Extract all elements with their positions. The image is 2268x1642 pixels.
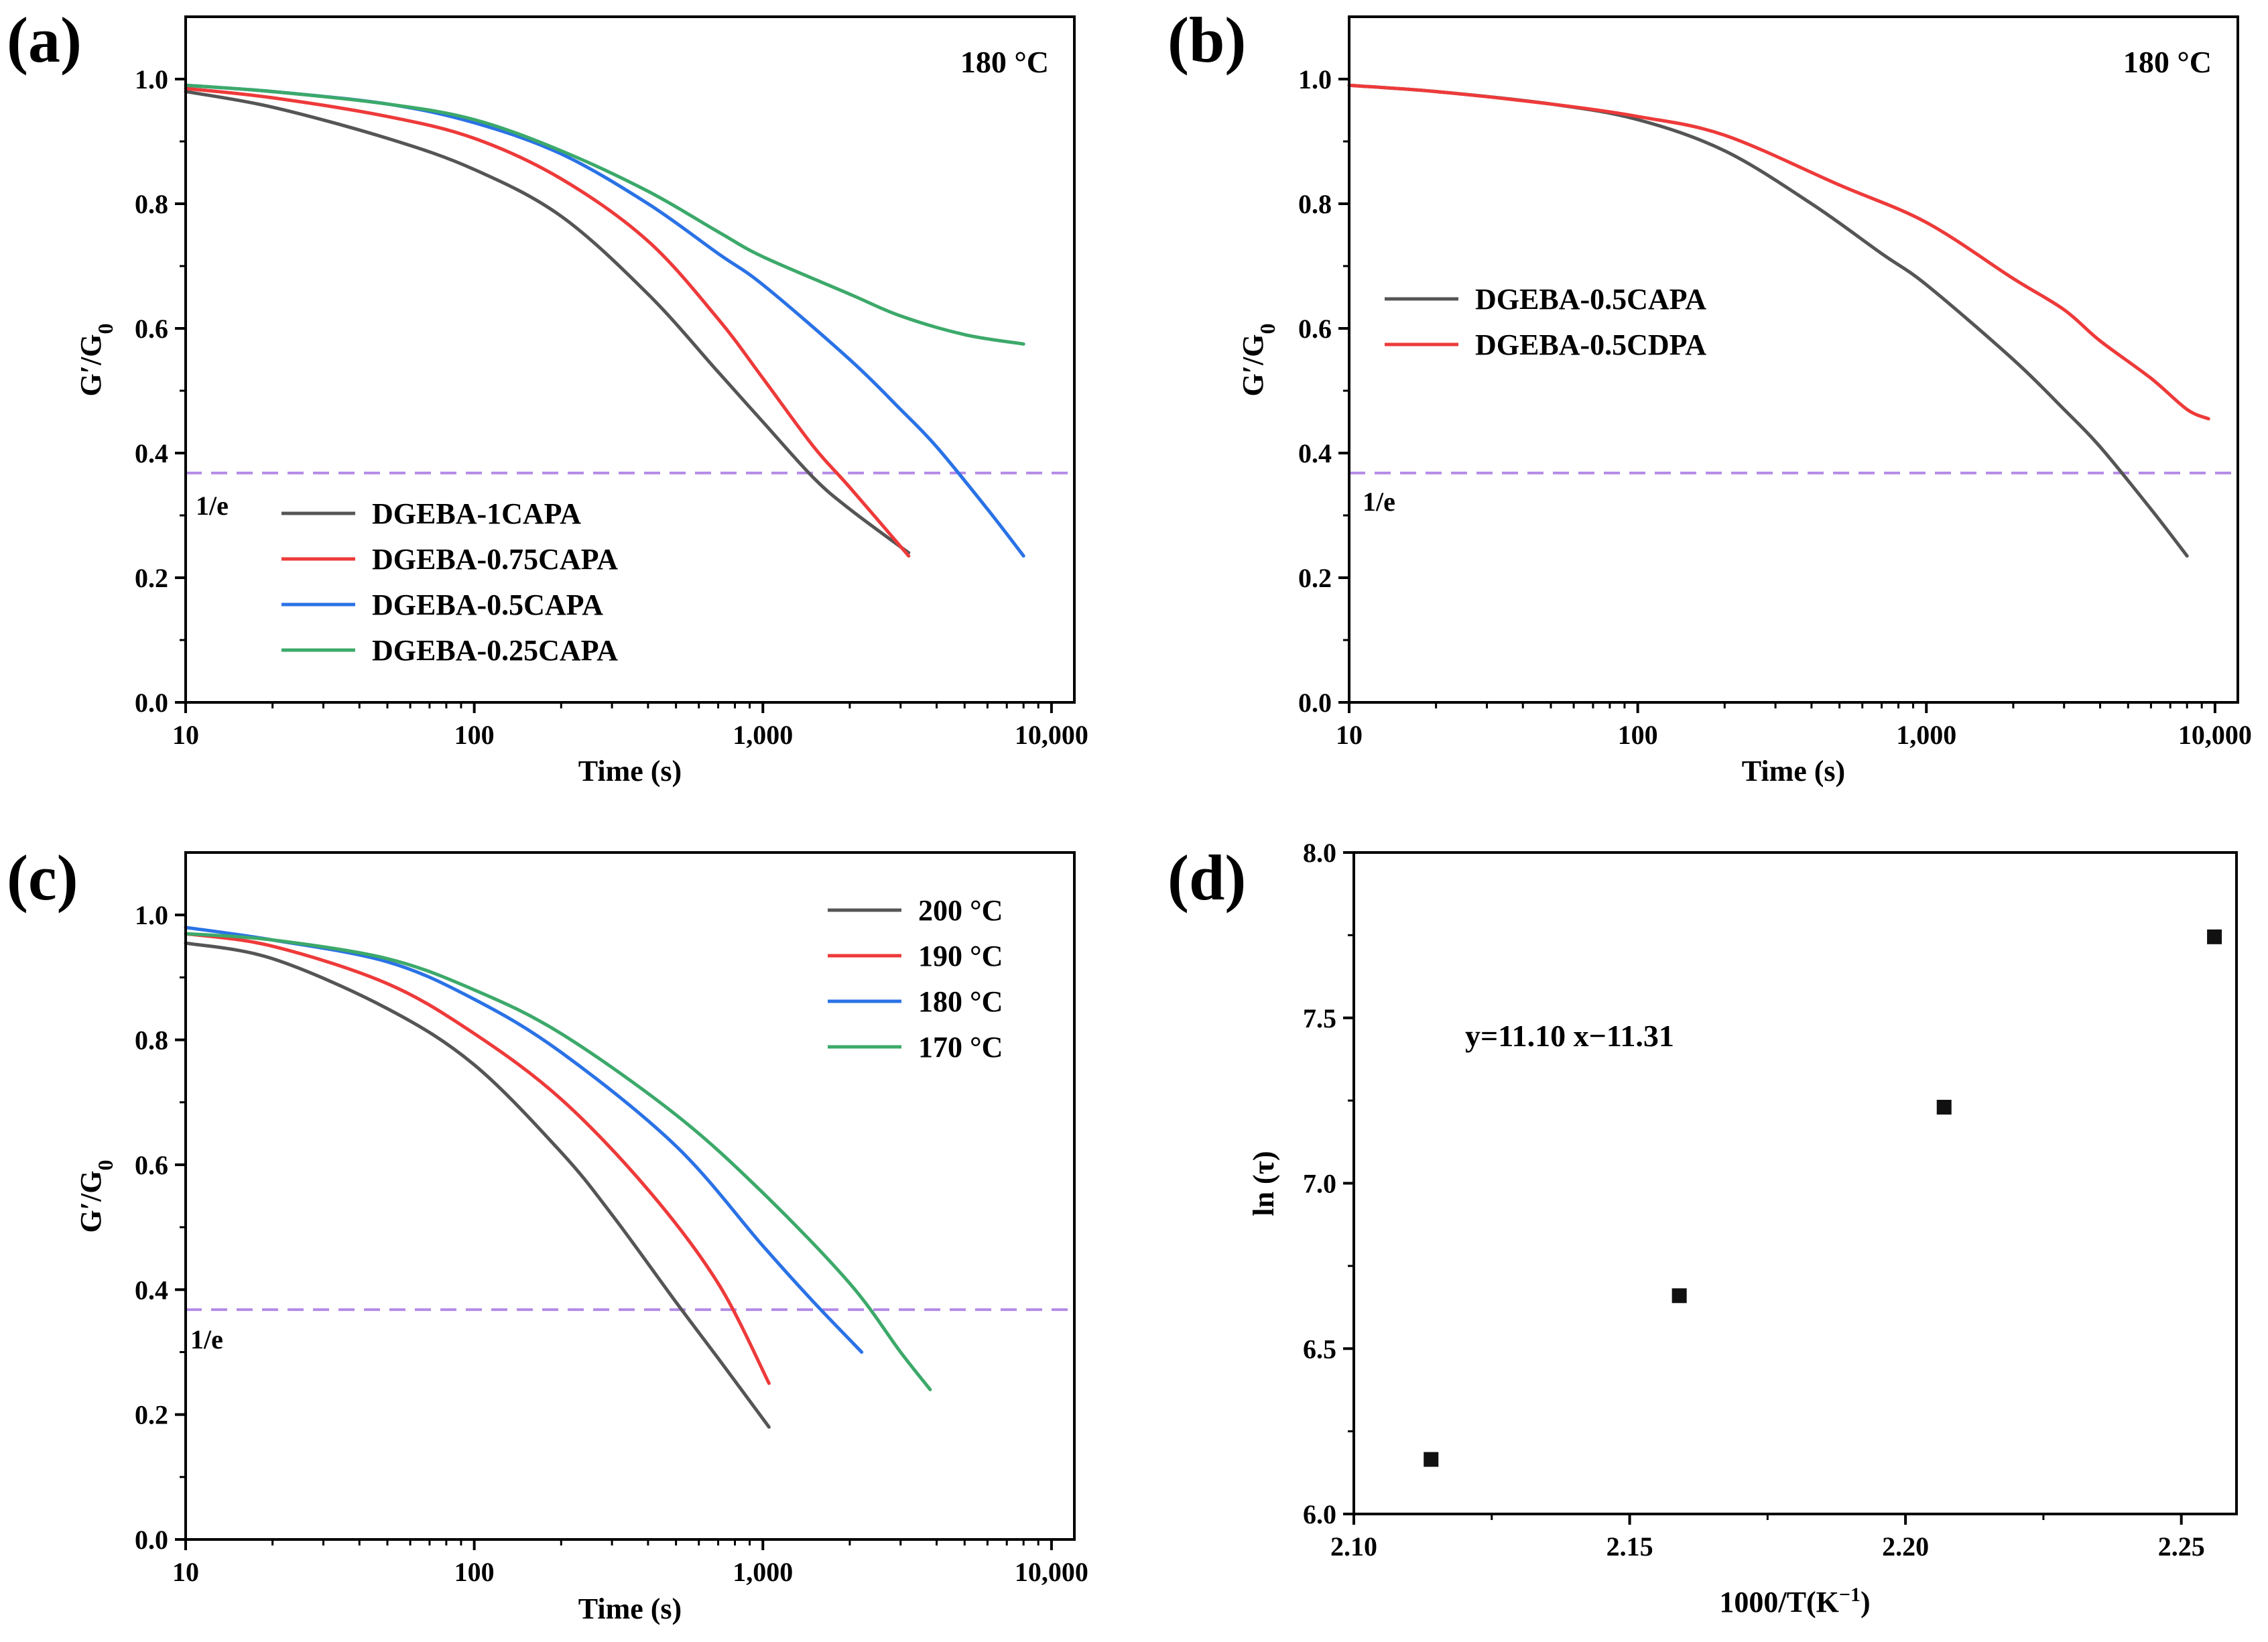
legend-label: DGEBA-0.5CAPA — [372, 588, 603, 621]
x-tick-label: 10 — [1336, 720, 1363, 750]
y-tick-label: 0.8 — [135, 1025, 168, 1056]
legend-label: DGEBA-0.5CDPA — [1475, 328, 1706, 361]
fit-equation: y=11.10 x−11.31 — [1465, 1019, 1674, 1053]
x-axis-title: Time (s) — [1742, 755, 1845, 787]
panel-label: (d) — [1168, 842, 1246, 913]
panel-label: (c) — [7, 842, 78, 913]
panel-a: (a) 10 100 1,000 10,000 0.0 0.2 0.4 0.6 0.8 1.0 1… — [7, 4, 1088, 787]
series-line — [184, 83, 1025, 558]
y-tick-label: 1.0 — [1298, 64, 1332, 94]
series-line — [184, 926, 864, 1354]
data-point — [1936, 1099, 1952, 1115]
y-tick-label: 0.6 — [1298, 314, 1332, 344]
series-line — [184, 932, 932, 1391]
x-tick-label: 1,000 — [733, 720, 793, 750]
y-axis-title: ln (τ) — [1247, 1151, 1280, 1216]
y-tick-label: 0.4 — [1298, 438, 1332, 468]
panel-label: (b) — [1168, 4, 1246, 76]
series-line — [184, 83, 1025, 346]
plot-frame — [1348, 15, 2239, 704]
y-axis-title: G′/G0 — [74, 1159, 117, 1233]
y-tick-label: 6.5 — [1303, 1334, 1336, 1364]
y-tick-label: 0.4 — [135, 1275, 168, 1305]
legend-label: 170 °C — [918, 1031, 1003, 1064]
legend-label: DGEBA-1CAPA — [372, 497, 581, 530]
x-tick-label: 2.25 — [2158, 1531, 2205, 1562]
x-tick-label: 100 — [454, 720, 495, 750]
x-axis-title: 1000/T(K−1) — [1719, 1584, 1870, 1619]
temperature-annotation: 180 °C — [2123, 45, 2212, 79]
data-point — [2207, 929, 2222, 944]
y-tick-label: 0.8 — [135, 189, 168, 219]
legend-label: 190 °C — [918, 940, 1003, 972]
data-point — [1424, 1452, 1439, 1467]
y-tick-label: 0.2 — [135, 563, 168, 593]
y-tick-label: 0.6 — [135, 1150, 168, 1180]
x-tick-label: 100 — [454, 1557, 495, 1587]
y-tick-label: 0.0 — [1298, 688, 1332, 718]
panel-c: (c) 10 100 1,000 10,000 0.0 0.2 0.4 0.6 0.8 1.0 1… — [7, 842, 1088, 1625]
y-tick-label: 7.0 — [1303, 1169, 1336, 1199]
reference-line-label: 1/e — [196, 491, 229, 521]
reference-line-label: 1/e — [1363, 487, 1395, 517]
series-line — [184, 932, 771, 1385]
y-tick-label: 0.0 — [135, 688, 168, 718]
x-tick-label: 1,000 — [1896, 720, 1956, 750]
legend-label: 200 °C — [918, 894, 1003, 927]
y-tick-label: 7.5 — [1303, 1003, 1336, 1033]
series-line — [184, 90, 911, 555]
y-tick-label: 1.0 — [135, 900, 168, 930]
x-axis-title: Time (s) — [578, 1592, 682, 1625]
x-tick-label: 100 — [1618, 720, 1658, 750]
y-tick-label: 0.4 — [135, 438, 168, 468]
panel-d: (d) 2.10 2.15 2.20 2.25 6.0 6.5 7.0 7.5 8.0 y=11… — [1168, 838, 2238, 1619]
legend-label: DGEBA-0.5CAPA — [1475, 283, 1706, 316]
y-tick-label: 0.2 — [1298, 563, 1332, 593]
plot-frame — [1352, 851, 2238, 1515]
y-axis-title: G′/G0 — [74, 323, 117, 396]
x-tick-label: 10,000 — [2178, 720, 2252, 750]
panel-label: (a) — [7, 4, 82, 76]
legend-label: DGEBA-0.75CAPA — [372, 543, 618, 576]
x-tick-label: 2.15 — [1606, 1531, 1653, 1562]
x-tick-label: 10,000 — [1015, 720, 1088, 750]
series-line — [1347, 83, 2189, 558]
panel-b: (b) 10 100 1,000 10,000 0.0 0.2 0.4 0.6 0.8 1.0 1… — [1168, 4, 2252, 787]
y-tick-label: 0.8 — [1298, 189, 1332, 219]
plot-frame — [184, 15, 1076, 704]
series-line — [184, 941, 771, 1429]
x-tick-label: 1,000 — [733, 1557, 793, 1587]
y-axis-title: G′/G0 — [1237, 323, 1279, 396]
legend-label: DGEBA-0.25CAPA — [372, 634, 618, 667]
series-line — [184, 86, 911, 558]
y-tick-label: 0.6 — [135, 314, 168, 344]
temperature-annotation: 180 °C — [960, 45, 1049, 79]
legend-label: 180 °C — [918, 985, 1003, 1018]
data-point — [1672, 1288, 1687, 1304]
y-tick-label: 1.0 — [135, 64, 168, 94]
y-tick-label: 0.0 — [135, 1525, 168, 1555]
y-tick-label: 6.0 — [1303, 1499, 1336, 1529]
x-tick-label: 10,000 — [1015, 1557, 1088, 1587]
x-tick-label: 10 — [172, 720, 199, 750]
series-line — [1347, 83, 2210, 421]
x-axis-title: Time (s) — [578, 755, 682, 787]
x-tick-label: 2.20 — [1882, 1531, 1929, 1562]
reference-line-label: 1/e — [190, 1324, 223, 1354]
x-tick-label: 10 — [172, 1557, 199, 1587]
y-tick-label: 8.0 — [1303, 838, 1336, 868]
y-tick-label: 0.2 — [135, 1400, 168, 1430]
plot-frame — [184, 851, 1076, 1541]
x-tick-label: 2.10 — [1330, 1531, 1377, 1562]
